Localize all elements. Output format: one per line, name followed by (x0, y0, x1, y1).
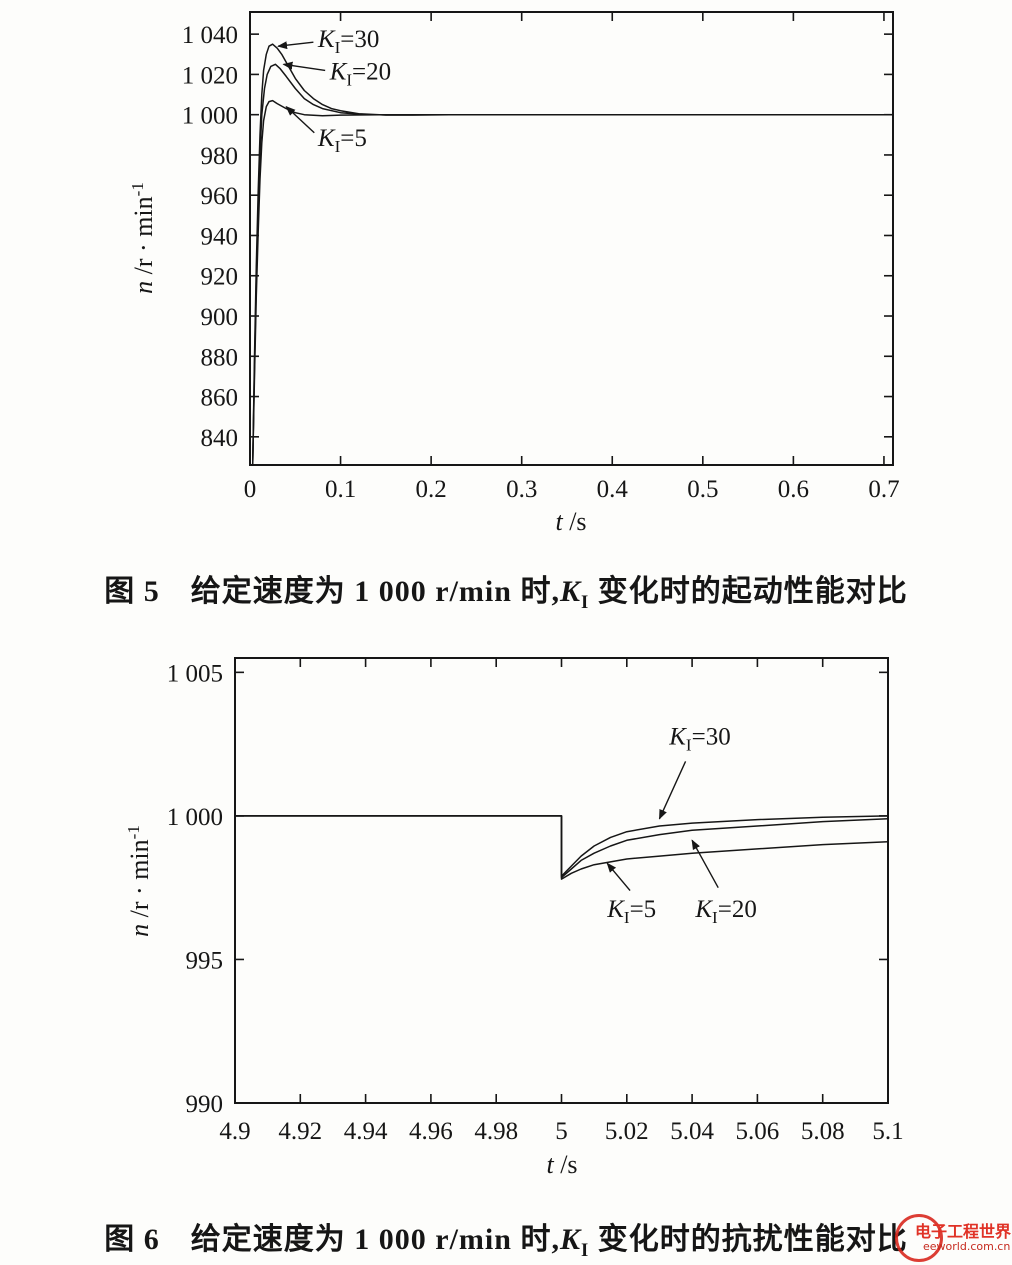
x-tick-label: 4.96 (409, 1118, 453, 1145)
x-tick-label: 0.3 (506, 476, 537, 503)
y-tick-label: 1 020 (182, 62, 238, 89)
x-tick-label: 0 (244, 476, 257, 503)
series-label: KI=30 (317, 26, 379, 57)
figure5-caption: 图 5 给定速度为 1 000 r/min 时,KI 变化时的起动性能对比 (0, 566, 1012, 614)
x-tick-label: 5 (555, 1118, 568, 1145)
series-curve (251, 99, 892, 466)
figure5-caption-pre: 图 5 给定速度为 1 000 r/min 时, (104, 575, 560, 608)
x-tick-label: 4.94 (344, 1118, 388, 1145)
x-tick-label: 5.08 (801, 1118, 845, 1145)
x-tick-label: 4.92 (278, 1118, 322, 1145)
annotation-arrow (277, 41, 314, 50)
y-tick-label: 880 (201, 344, 239, 371)
series-label: KI=5 (606, 896, 656, 927)
x-tick-label: 0.7 (868, 476, 899, 503)
series-label: KI=30 (668, 724, 730, 755)
figure6-caption-ki-symbol: KI (559, 1223, 590, 1261)
series-curve (234, 815, 889, 880)
y-tick-label: 940 (201, 223, 239, 250)
figure6-disturbance-rejection-chart: 4.9 4.92 4.94 4.96 4.98 5 5.02 5.04 5.06 5.08 5.1 9… (124, 657, 904, 1179)
x-axis-label: t /s (555, 507, 586, 536)
x-tick-label: 0.6 (778, 476, 809, 503)
y-tick-label: 1 000 (182, 103, 238, 130)
x-tick-label: 4.9 (219, 1118, 250, 1145)
y-tick-label: 860 (201, 385, 239, 412)
x-tick-label: 4.98 (474, 1118, 518, 1145)
watermark-site-name: 电子工程世界 (915, 1222, 1012, 1241)
y-tick-label: 990 (186, 1091, 224, 1118)
figure5-startup-performance-chart: 0 0.1 0.2 0.3 0.4 0.5 0.6 0.7 840 860 880 900 920 940… (128, 11, 900, 536)
x-axis-label: t /s (546, 1150, 577, 1179)
x-tick-label: 5.06 (736, 1118, 780, 1145)
x-tick-label: 0.2 (416, 476, 447, 503)
figure6-caption-pre: 图 6 给定速度为 1 000 r/min 时, (104, 1223, 560, 1256)
y-axis-label: n /r · min-1 (124, 825, 154, 937)
x-tick-label: 0.5 (687, 476, 718, 503)
figure6-caption: 图 6 给定速度为 1 000 r/min 时,KI 变化时的抗扰性能对比 (0, 1214, 1012, 1262)
y-tick-label: 1 000 (167, 804, 223, 831)
x-tick-label: 5.04 (670, 1118, 714, 1145)
x-tick-label: 5.02 (605, 1118, 649, 1145)
figure6-caption-post: 变化时的抗扰性能对比 (589, 1223, 908, 1256)
x-tick-label: 0.1 (325, 476, 356, 503)
y-axis-label: n /r · min-1 (128, 182, 158, 294)
annotation-arrow (691, 839, 719, 889)
watermark-site-url: eeworld.com.cn (923, 1240, 1011, 1253)
series-label: KI=20 (329, 58, 391, 89)
annotation-arrow (658, 761, 687, 820)
series-label: KI=20 (694, 896, 756, 927)
x-tick-label: 5.1 (872, 1118, 903, 1145)
y-tick-label: 960 (201, 183, 239, 210)
watermark: 电子工程世界 eeworld.com.cn (893, 1210, 1012, 1265)
annotation-arrow (606, 862, 631, 891)
y-tick-label: 995 (186, 947, 224, 974)
y-tick-label: 1 040 (182, 22, 238, 49)
y-tick-label: 980 (201, 143, 239, 170)
y-tick-label: 900 (201, 304, 239, 331)
series-curve (251, 43, 892, 466)
figure5-caption-ki-symbol: KI (559, 575, 590, 613)
y-tick-label: 1 005 (167, 660, 223, 687)
y-tick-label: 920 (201, 264, 239, 291)
annotation-arrow (285, 105, 315, 134)
series-label: KI=5 (317, 125, 367, 156)
annotation-arrow (282, 61, 326, 72)
y-tick-label: 840 (201, 425, 239, 452)
x-tick-label: 0.4 (597, 476, 629, 503)
watermark-circle-logo-icon (895, 1214, 943, 1262)
figure5-caption-post: 变化时的起动性能对比 (589, 575, 908, 608)
